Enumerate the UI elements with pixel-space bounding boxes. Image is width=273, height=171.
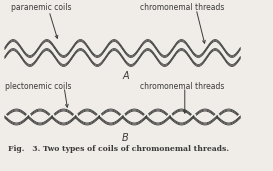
Text: Fig.   3. Two types of coils of chromonemal threads.: Fig. 3. Two types of coils of chromonema…: [8, 145, 229, 153]
Text: B: B: [122, 133, 129, 143]
Text: A: A: [122, 71, 129, 81]
Text: plectonemic coils: plectonemic coils: [5, 82, 71, 91]
Text: paranemic coils: paranemic coils: [11, 3, 72, 12]
Text: chromonemal threads: chromonemal threads: [140, 82, 224, 91]
Text: chromonemal threads: chromonemal threads: [140, 3, 224, 12]
